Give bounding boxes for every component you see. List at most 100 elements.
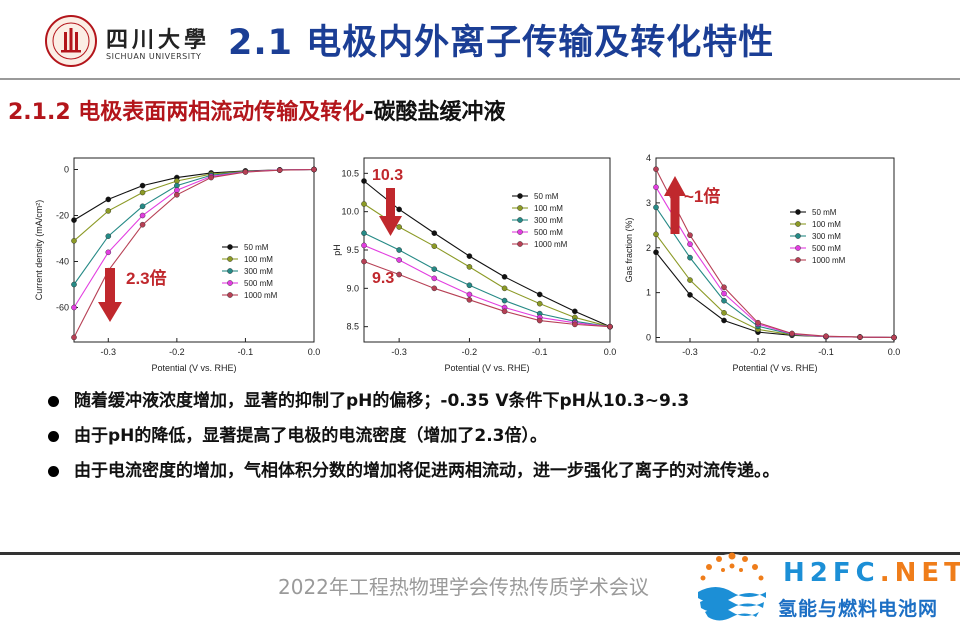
data-point (431, 243, 438, 249)
legend-label: 50 mM (534, 192, 559, 201)
x-tick-label: 0.0 (888, 347, 901, 357)
y-tick-label: -60 (56, 303, 69, 313)
x-tick-label: 0.0 (308, 347, 321, 357)
chart-legend: 50 mM 100 mM 300 mM 500 mM 1000 mM (222, 243, 278, 300)
x-tick-label: -0.3 (682, 347, 698, 357)
data-point (466, 282, 473, 289)
footer-divider (0, 552, 960, 555)
series-line (363, 180, 611, 328)
y-axis-label: pH (332, 244, 342, 256)
legend-marker (795, 209, 801, 215)
series-line (363, 203, 611, 328)
legend-marker (795, 257, 801, 263)
data-point (71, 334, 77, 341)
data-point (208, 174, 214, 181)
data-point (361, 230, 367, 236)
data-point (105, 249, 112, 256)
data-point (396, 247, 402, 253)
data-point (536, 291, 543, 298)
data-point (105, 196, 112, 203)
ph-chart: -0.3 -0.2 -0.1 0.0 8.5 9.0 9.5 10.0 10.5 Potentia… (332, 157, 616, 373)
series-line (363, 232, 611, 328)
data-point (139, 212, 146, 219)
h2fc-logo-icon (698, 552, 766, 622)
data-point (396, 271, 402, 278)
legend-label: 100 mM (812, 220, 841, 229)
data-point (361, 242, 367, 249)
data-point (572, 321, 578, 328)
data-point (721, 290, 727, 297)
arrow-down-icon (98, 302, 122, 322)
x-tick-label: -0.1 (238, 347, 254, 357)
data-point (501, 274, 508, 280)
data-point (311, 166, 317, 173)
y-tick-label: 3 (646, 198, 651, 208)
data-point (242, 169, 249, 175)
legend-marker (227, 292, 233, 298)
series-line (363, 260, 611, 328)
data-point (687, 254, 693, 261)
y-tick-label: 9.0 (346, 283, 359, 293)
gas-fraction-chart: -0.3 -0.2 -0.1 0.0 0 1 2 3 4 Potential (V vs. RHE… (624, 153, 901, 373)
y-tick-label: 1 (646, 288, 651, 298)
list-item: 由于pH的降低，显著提高了电极的电流密度（增加了2.3倍）。 (44, 423, 904, 449)
legend-marker (517, 205, 523, 211)
legend-marker (227, 244, 233, 250)
plot-frame (363, 157, 611, 343)
legend-marker (795, 245, 801, 251)
legend-marker (517, 217, 523, 223)
y-tick-label: 10.5 (341, 168, 359, 178)
h2fc-brand[interactable]: H2FC.NET (783, 558, 960, 588)
data-point (755, 319, 761, 326)
plot-frame (655, 157, 895, 343)
x-tick-label: -0.2 (462, 347, 478, 357)
slide-title: 2.1 电极内外离子传输及转化特性 (228, 23, 775, 63)
data-point (721, 310, 727, 316)
data-point (139, 203, 146, 210)
data-point (536, 317, 543, 324)
chart-legend: 50 mM 100 mM 300 mM 500 mM 1000 mM (790, 208, 846, 265)
header-divider (0, 78, 960, 80)
annotation-label: ~1倍 (684, 186, 720, 206)
data-point (71, 217, 77, 223)
data-point (721, 297, 727, 304)
bullet-dot-icon (48, 396, 59, 407)
data-point (431, 230, 438, 236)
data-point (721, 284, 727, 291)
data-point (431, 266, 438, 272)
y-tick-label: 10.0 (341, 207, 359, 217)
data-point (466, 253, 473, 259)
data-point (687, 277, 693, 283)
data-point (71, 304, 77, 311)
x-tick-label: -0.3 (101, 347, 117, 357)
data-point (466, 264, 473, 270)
y-tick-label: 2 (646, 243, 651, 253)
annotation-bottom-label: 9.3 (372, 270, 394, 287)
legend-marker (517, 241, 523, 247)
list-item: 由于电流密度的增加，气相体积分数的增加将促进两相流动，进一步强化了离子的对流传递… (44, 458, 904, 484)
arrow-up-icon (664, 176, 686, 196)
data-point (653, 184, 659, 190)
data-point (653, 249, 659, 256)
legend-label: 1000 mM (244, 291, 278, 300)
data-point (139, 189, 146, 196)
legend-marker (517, 229, 523, 235)
data-point (607, 323, 613, 330)
legend-marker (517, 193, 523, 199)
x-axis-label: Potential (V vs. RHE) (444, 363, 529, 373)
legend-label: 300 mM (244, 267, 273, 276)
brand-tld: .NET (879, 558, 960, 588)
section-subtitle: 2.1.2 电极表面两相流动传输及转化-碳酸盐缓冲液 (8, 94, 505, 126)
data-point (466, 291, 473, 298)
university-name-en: SICHUAN UNIVERSITY (106, 52, 202, 61)
data-point (501, 285, 508, 292)
legend-label: 1000 mM (812, 256, 846, 265)
legend-label: 100 mM (534, 204, 563, 213)
x-axis-label: Potential (V vs. RHE) (732, 363, 817, 373)
subtitle-suffix: -碳酸盐缓冲液 (364, 100, 506, 125)
brand-name: H2FC (783, 558, 880, 588)
chart-legend: 50 mM 100 mM 300 mM 500 mM 1000 mM (512, 192, 568, 249)
data-point (536, 300, 543, 307)
x-tick-label: -0.2 (750, 347, 766, 357)
data-point (105, 208, 112, 214)
